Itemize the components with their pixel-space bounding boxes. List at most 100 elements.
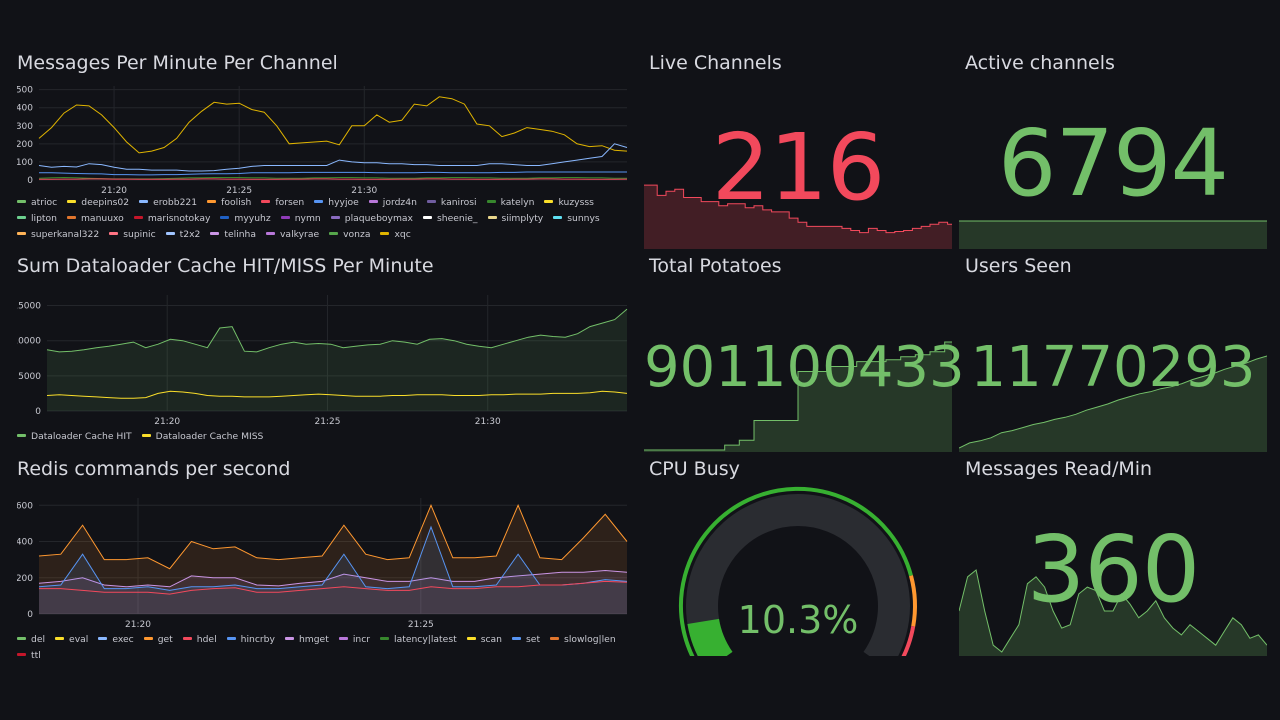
legend-label: t2x2 xyxy=(179,229,201,240)
legend-item[interactable]: telinha xyxy=(210,227,256,243)
live-channels-value: 216 xyxy=(711,114,886,221)
legend-item[interactable]: incr xyxy=(338,632,371,648)
legend-swatch xyxy=(330,216,340,219)
panel-title[interactable]: Total Potatoes xyxy=(649,255,782,277)
legend-item[interactable]: sunnys xyxy=(553,211,600,227)
legend-item[interactable]: kanirosi xyxy=(426,195,477,211)
panel-active-channels: Active channels 6794 xyxy=(959,52,1267,249)
legend-item[interactable]: vonza xyxy=(329,227,370,243)
legend-item[interactable]: nymn xyxy=(280,211,321,227)
legend-item[interactable]: katelyn xyxy=(486,195,534,211)
legend-item[interactable]: forsen xyxy=(261,195,304,211)
y-tick-label: 0 xyxy=(27,176,33,186)
legend-item[interactable]: jordz4n xyxy=(368,195,417,211)
legend-swatch xyxy=(338,637,348,640)
legend-swatch xyxy=(512,637,521,640)
legend-swatch xyxy=(67,200,77,203)
legend-item[interactable]: atrioc xyxy=(17,195,57,211)
legend-item[interactable]: marisnotokay xyxy=(133,211,210,227)
legend-label: nymn xyxy=(294,213,321,224)
sparkline-line xyxy=(959,569,1267,653)
legend-swatch xyxy=(17,216,26,219)
legend-item[interactable]: ttl xyxy=(17,648,41,664)
panel-title[interactable]: Messages Read/Min xyxy=(965,458,1153,480)
panel-title[interactable]: CPU Busy xyxy=(649,458,740,480)
legend-label: slowlog|len xyxy=(564,634,616,645)
legend-swatch xyxy=(380,637,390,640)
panel-title[interactable]: Sum Dataloader Cache HIT/MISS Per Minute xyxy=(17,255,434,277)
messages-chart[interactable]: 0 100 200 300 400 500 21:20 21:25 21:30 xyxy=(17,82,629,200)
legend-swatch xyxy=(368,200,378,203)
messages-read-value: 360 xyxy=(1026,516,1201,623)
legend-swatch xyxy=(261,200,271,203)
legend-label: vonza xyxy=(343,229,371,240)
cache-chart[interactable]: 0 5000 10000 15000 21:20 21:25 21:30 xyxy=(17,291,629,431)
legend-item[interactable]: del xyxy=(17,632,45,648)
active-channels-sparkline xyxy=(959,220,1267,249)
legend-swatch xyxy=(553,216,563,219)
legend-label: manuuxo xyxy=(80,213,124,224)
legend-swatch xyxy=(109,232,119,235)
legend-label: jordz4n xyxy=(382,197,417,208)
legend-item[interactable]: eval xyxy=(55,632,88,648)
panel-messages-per-minute: Messages Per Minute Per Channel 0 100 200 3… xyxy=(17,52,629,252)
panel-title[interactable]: Messages Per Minute Per Channel xyxy=(17,52,338,74)
legend-item[interactable]: valkyrae xyxy=(266,227,319,243)
legend-item[interactable]: hmget xyxy=(284,632,329,648)
legend-label: kuzysss xyxy=(558,197,594,208)
legend-label: sheenie_ xyxy=(436,213,478,224)
legend-item[interactable]: get xyxy=(143,632,173,648)
legend-swatch xyxy=(266,232,275,235)
legend-item[interactable]: manuuxo xyxy=(66,211,124,227)
legend-swatch xyxy=(17,232,26,235)
legend-item[interactable]: hyyjoe xyxy=(314,195,359,211)
panel-messages-read: Messages Read/Min 360 xyxy=(959,458,1267,658)
legend-swatch xyxy=(220,216,230,219)
legend-item[interactable]: kuzysss xyxy=(544,195,594,211)
panel-title[interactable]: Active channels xyxy=(965,52,1115,74)
legend-label: incr xyxy=(352,634,371,645)
messages-legend: atrioc deepins02 erobb221 foolish forsen hyyj… xyxy=(17,195,629,243)
users-seen-value: 11770293 xyxy=(970,335,1256,400)
y-tick-label: 100 xyxy=(17,158,33,168)
legend-swatch xyxy=(486,200,496,203)
legend-item[interactable]: plaqueboymax xyxy=(330,211,413,227)
legend-swatch xyxy=(17,637,26,640)
legend-item[interactable]: myyuhz xyxy=(220,211,271,227)
legend-item[interactable]: supinic xyxy=(109,227,156,243)
panel-title[interactable]: Users Seen xyxy=(965,255,1072,277)
legend-item[interactable]: foolish xyxy=(207,195,251,211)
legend-item[interactable]: latency|latest xyxy=(380,632,457,648)
gauge-threshold-green xyxy=(678,486,913,656)
legend-item[interactable]: lipton xyxy=(17,211,57,227)
legend-item[interactable]: hincrby xyxy=(226,632,275,648)
y-tick-label: 0 xyxy=(35,407,41,417)
legend-label: foolish xyxy=(221,197,252,208)
legend-swatch xyxy=(380,232,390,235)
sparkline-area xyxy=(644,185,952,249)
legend-item[interactable]: deepins02 xyxy=(67,195,129,211)
legend-item[interactable]: erobb221 xyxy=(139,195,197,211)
legend-item[interactable]: siimplyty xyxy=(487,211,543,227)
series-line-hincrby xyxy=(38,525,628,591)
legend-item[interactable]: t2x2 xyxy=(165,227,201,243)
panel-title[interactable]: Redis commands per second xyxy=(17,458,291,480)
y-tick-label: 600 xyxy=(17,501,33,511)
legend-item[interactable]: xqc xyxy=(380,227,411,243)
series-line-Dataloader Cache MISS xyxy=(46,390,628,399)
legend-label: ttl xyxy=(31,650,41,661)
legend-label: Dataloader Cache MISS xyxy=(155,431,264,442)
legend-item[interactable]: Dataloader Cache MISS xyxy=(141,429,264,445)
legend-item[interactable]: sheenie_ xyxy=(422,211,478,227)
legend-item[interactable]: Dataloader Cache HIT xyxy=(17,429,132,445)
panel-cpu-busy: CPU Busy 10.3% xyxy=(644,458,952,658)
legend-item[interactable]: slowlog|len xyxy=(550,632,616,648)
legend-item[interactable]: scan xyxy=(466,632,502,648)
legend-item[interactable]: hdel xyxy=(182,632,217,648)
panel-title[interactable]: Live Channels xyxy=(649,52,782,74)
legend-item[interactable]: superkanal322 xyxy=(17,227,99,243)
legend-item[interactable]: set xyxy=(512,632,540,648)
y-tick-label: 5000 xyxy=(18,372,41,382)
legend-item[interactable]: exec xyxy=(98,632,134,648)
